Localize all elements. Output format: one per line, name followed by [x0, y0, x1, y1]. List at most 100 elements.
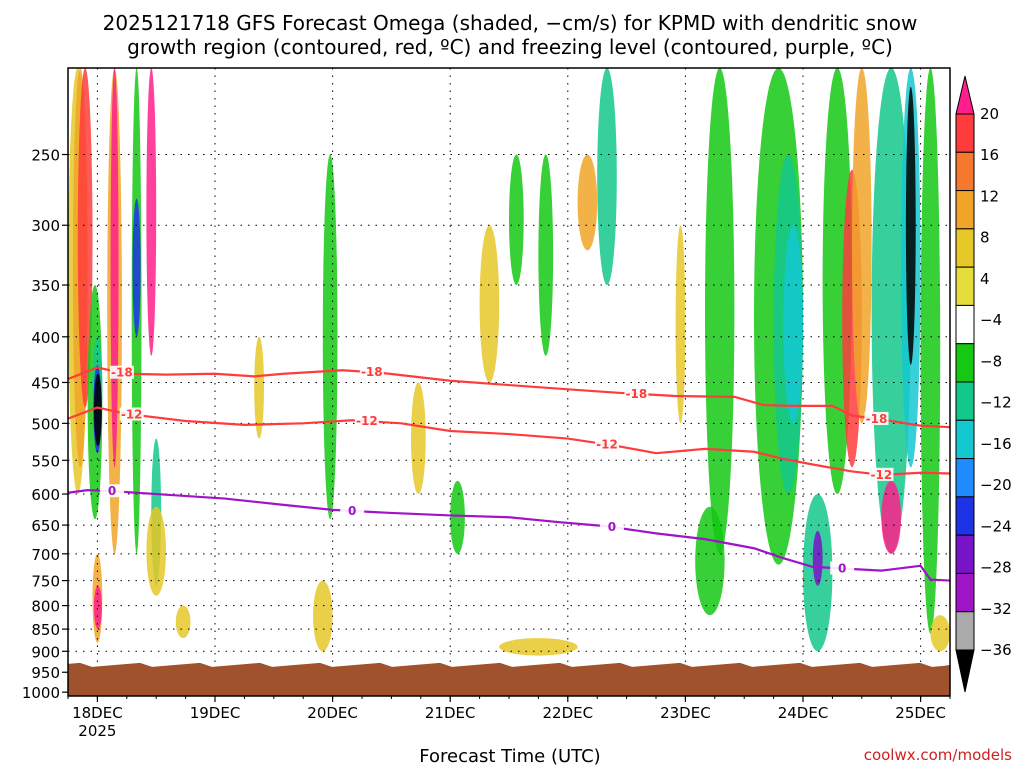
contour-label-bg-1-3 — [869, 467, 894, 481]
colorbar-label-0: 20 — [980, 105, 999, 123]
colorbar-top-arrow — [955, 75, 975, 115]
colorbar-box-3 — [955, 190, 975, 230]
omega-shade-16 — [175, 605, 191, 639]
colorbar-box-13 — [955, 572, 975, 613]
contour-label-2-2: 0 — [608, 520, 616, 534]
contour-line-2 — [67, 489, 951, 582]
chart-title-line-2: growth region (contoured, red, ºC) and f… — [127, 35, 893, 59]
contour-label-2-1: 0 — [348, 504, 356, 518]
contour-label-0-3: -18 — [866, 412, 888, 426]
x-tick-sublabel-0: 2025 — [78, 722, 116, 740]
omega-shade-8 — [93, 585, 102, 630]
contour-line-0 — [67, 366, 951, 429]
colorbar-box-7 — [955, 343, 975, 383]
colorbar-label-3: 8 — [980, 229, 990, 247]
colorbar-label-4: 4 — [980, 270, 990, 288]
contour-label-2-0: 0 — [108, 484, 116, 498]
colorbar-label-5: −4 — [980, 311, 1002, 329]
contour-label-bg-0-1 — [359, 365, 384, 379]
contour-label-1-3: -12 — [871, 468, 893, 482]
y-tick-label-4: 450 — [31, 374, 60, 392]
contour-label-0-0: -18 — [111, 366, 133, 380]
colorbar-bottom-arrow — [955, 649, 975, 693]
x-tick-label-0: 18DEC — [72, 704, 123, 722]
omega-shade-25 — [577, 154, 598, 251]
omega-shade-28 — [675, 225, 686, 424]
omega-shade-24 — [538, 154, 554, 356]
omega-shade-17 — [322, 154, 338, 520]
omega-shade-18 — [313, 580, 333, 652]
omega-shade-27 — [499, 638, 578, 656]
x-tick-label-4: 22DEC — [543, 704, 594, 722]
colorbar-label-11: −28 — [980, 559, 1012, 577]
colorbar-label-2: 12 — [980, 187, 999, 205]
x-tick-label-2: 20DEC — [307, 704, 358, 722]
omega-shade-44 — [930, 615, 950, 652]
chart-title-line-1: 2025121718 GFS Forecast Omega (shaded, −… — [103, 11, 918, 35]
colorbar-box-4 — [955, 228, 975, 268]
y-tick-label-12: 850 — [31, 621, 60, 639]
y-tick-label-1: 300 — [31, 217, 60, 235]
colorbar-box-11 — [955, 496, 975, 536]
credit-text: coolwx.com/models — [864, 746, 1012, 764]
x-tick-label-3: 21DEC — [425, 704, 476, 722]
colorbar-label-12: −32 — [980, 600, 1012, 618]
y-tick-label-0: 250 — [31, 147, 60, 165]
omega-shade-30 — [695, 506, 725, 616]
omega-shade-43 — [920, 68, 941, 634]
y-tick-label-11: 800 — [31, 598, 60, 616]
colorbar-box-9 — [955, 419, 975, 460]
y-tick-label-5: 500 — [31, 415, 60, 433]
y-axis-ticks: 250 300 350 400 450 500 550 600 650 700 750 800 850 9… — [22, 147, 68, 702]
colorbar: 20 16 12 8 4 −4 −8 −12 −16 −20 −24 −28 −32 −36 — [955, 75, 1012, 693]
omega-shading — [68, 67, 950, 656]
y-tick-label-3: 400 — [31, 329, 60, 347]
colorbar-label-9: −20 — [980, 476, 1012, 494]
y-tick-label-14: 950 — [31, 664, 60, 682]
contour-label-1-0: -12 — [121, 408, 143, 422]
contour-label-1-1: -12 — [356, 414, 378, 428]
colorbar-label-7: −12 — [980, 394, 1012, 412]
contour-line-1 — [67, 406, 951, 476]
temperature-contours: -18 -18 -18 -18 -12 -12 -12 -12 0 0 0 0 — [67, 365, 951, 582]
colorbar-box-10 — [955, 458, 975, 498]
contour-label-bg-2-3 — [830, 561, 855, 575]
contour-label-bg-1-2 — [595, 437, 619, 451]
omega-shade-42 — [905, 86, 916, 365]
omega-shade-33 — [783, 225, 803, 424]
y-tick-label-9: 700 — [31, 546, 60, 564]
colorbar-box-12 — [955, 534, 975, 574]
omega-shade-19 — [254, 336, 264, 439]
omega-shade-12 — [132, 198, 141, 337]
colorbar-box-1 — [955, 113, 975, 153]
colorbar-box-14 — [955, 611, 975, 651]
contour-label-bg-0-3 — [864, 411, 889, 425]
contour-label-1-2: -12 — [596, 437, 618, 451]
contour-label-bg-0-2 — [624, 386, 649, 400]
omega-shade-15 — [146, 506, 166, 596]
omega-shade-39 — [871, 68, 911, 554]
plot-area: -18 -18 -18 -18 -12 -12 -12 -12 0 0 0 0 — [67, 67, 951, 697]
terrain-area — [68, 662, 950, 696]
omega-shade-2 — [77, 68, 93, 408]
colorbar-box-6 — [955, 304, 975, 345]
colorbar-label-8: −16 — [980, 435, 1012, 453]
contour-label-2-3: 0 — [838, 561, 846, 575]
terrain-fill — [68, 662, 950, 696]
x-tick-label-7: 25DEC — [895, 704, 946, 722]
x-tick-label-1: 19DEC — [190, 704, 241, 722]
colorbar-box-8 — [955, 381, 975, 421]
omega-shade-29 — [705, 68, 735, 554]
omega-shade-21 — [450, 480, 465, 554]
contour-label-bg-1-1 — [354, 414, 379, 428]
colorbar-label-1: 16 — [980, 146, 999, 164]
y-tick-label-13: 900 — [31, 643, 60, 661]
omega-shade-23 — [508, 154, 524, 286]
contour-label-bg-2-1 — [340, 503, 365, 517]
y-tick-label-10: 750 — [31, 573, 60, 591]
x-axis-label: Forecast Time (UTC) — [419, 746, 600, 767]
omega-shade-35 — [812, 531, 823, 586]
contour-label-bg-2-2 — [599, 519, 624, 533]
